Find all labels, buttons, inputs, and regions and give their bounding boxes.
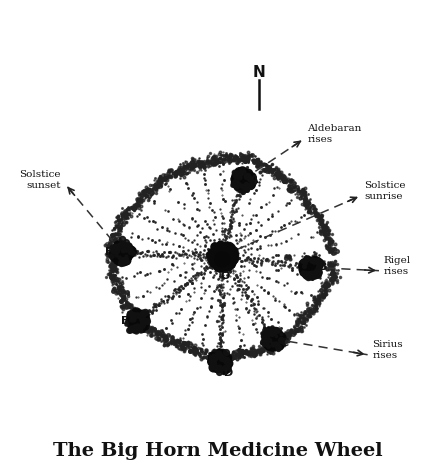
Text: Rigel
rises: Rigel rises [384,256,411,276]
Text: Aldebaran
rises: Aldebaran rises [307,124,362,144]
Text: Solstice
sunrise: Solstice sunrise [364,181,406,201]
Text: E: E [121,316,128,325]
Text: A: A [250,175,258,185]
Text: O: O [221,271,230,281]
Text: D: D [225,368,234,378]
Text: N: N [252,65,265,80]
Text: C: C [281,339,289,348]
Circle shape [211,244,234,268]
Circle shape [305,261,317,273]
Circle shape [236,174,249,186]
Circle shape [131,314,143,327]
Text: Sirius
rises: Sirius rises [372,340,403,360]
Text: B: B [319,262,327,272]
Text: The Big Horn Medicine Wheel: The Big Horn Medicine Wheel [53,442,383,460]
Circle shape [116,247,128,259]
Text: F: F [105,248,112,257]
Circle shape [215,252,230,267]
Circle shape [267,333,279,345]
Circle shape [214,355,226,368]
Text: Solstice
sunset: Solstice sunset [19,170,61,190]
